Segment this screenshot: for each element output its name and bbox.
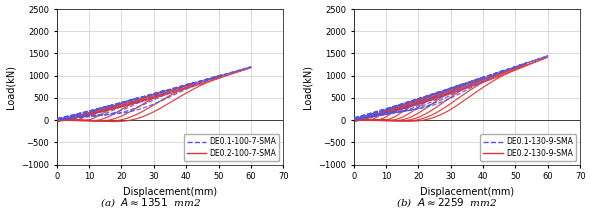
Line: DE0.2-100-7-SMA: DE0.2-100-7-SMA [57,114,80,120]
DE0.1-130-9-SMA [374,111,381,114]
Text: (b)  $A \approx 2259$  mm2: (b) $A \approx 2259$ mm2 [395,196,497,209]
DE0.1-100-7-SMA [54,119,61,121]
DE0.2-130-9-SMA [373,111,380,114]
Legend: DE0.1-130-9-SMA, DE0.2-130-9-SMA: DE0.1-130-9-SMA, DE0.2-130-9-SMA [480,134,576,161]
Line: DE0.2-130-9-SMA: DE0.2-130-9-SMA [354,113,377,120]
DE0.1-100-7-SMA [60,117,67,119]
DE0.1-130-9-SMA [370,112,377,115]
DE0.2-100-7-SMA [53,119,60,122]
DE0.2-130-9-SMA [370,113,377,115]
DE0.1-100-7-SMA [68,115,75,118]
Line: DE0.1-100-7-SMA: DE0.1-100-7-SMA [57,114,80,120]
DE0.1-130-9-SMA [350,119,358,121]
DE0.2-100-7-SMA [76,113,83,115]
DE0.1-130-9-SMA [356,117,363,119]
DE0.1-100-7-SMA [60,117,67,120]
DE0.1-130-9-SMA [373,111,380,114]
DE0.2-130-9-SMA [374,111,381,114]
DE0.2-100-7-SMA [73,114,80,116]
DE0.2-130-9-SMA [350,119,358,122]
DE0.1-130-9-SMA [358,116,365,119]
DE0.1-100-7-SMA [73,114,80,116]
DE0.2-130-9-SMA [365,115,372,117]
DE0.2-130-9-SMA [350,119,358,122]
DE0.1-130-9-SMA [350,119,358,121]
DE0.2-100-7-SMA [76,112,83,115]
Legend: DE0.1-100-7-SMA, DE0.2-100-7-SMA: DE0.1-100-7-SMA, DE0.2-100-7-SMA [184,134,280,161]
DE0.2-100-7-SMA [53,119,60,122]
DE0.1-100-7-SMA [76,112,83,115]
DE0.1-130-9-SMA [365,114,372,117]
Y-axis label: Load(kN): Load(kN) [303,65,313,109]
DE0.2-100-7-SMA [68,115,75,118]
Y-axis label: Load(kN): Load(kN) [5,65,15,109]
DE0.2-100-7-SMA [60,118,67,120]
DE0.2-100-7-SMA [60,118,67,120]
Text: (a)  $A \approx 1351$  mm2: (a) $A \approx 1351$ mm2 [100,196,202,209]
DE0.1-100-7-SMA [53,119,60,121]
DE0.2-130-9-SMA [356,118,363,120]
X-axis label: Displacement(mm): Displacement(mm) [420,187,514,197]
DE0.2-130-9-SMA [357,119,364,122]
X-axis label: Displacement(mm): Displacement(mm) [123,187,217,197]
DE0.2-100-7-SMA [60,119,67,122]
DE0.1-100-7-SMA [53,119,60,121]
DE0.1-130-9-SMA [350,119,358,121]
DE0.2-100-7-SMA [54,119,61,122]
DE0.1-100-7-SMA [76,113,83,115]
DE0.2-130-9-SMA [350,119,358,122]
DE0.2-130-9-SMA [358,117,365,120]
Line: DE0.1-130-9-SMA: DE0.1-130-9-SMA [354,112,377,120]
